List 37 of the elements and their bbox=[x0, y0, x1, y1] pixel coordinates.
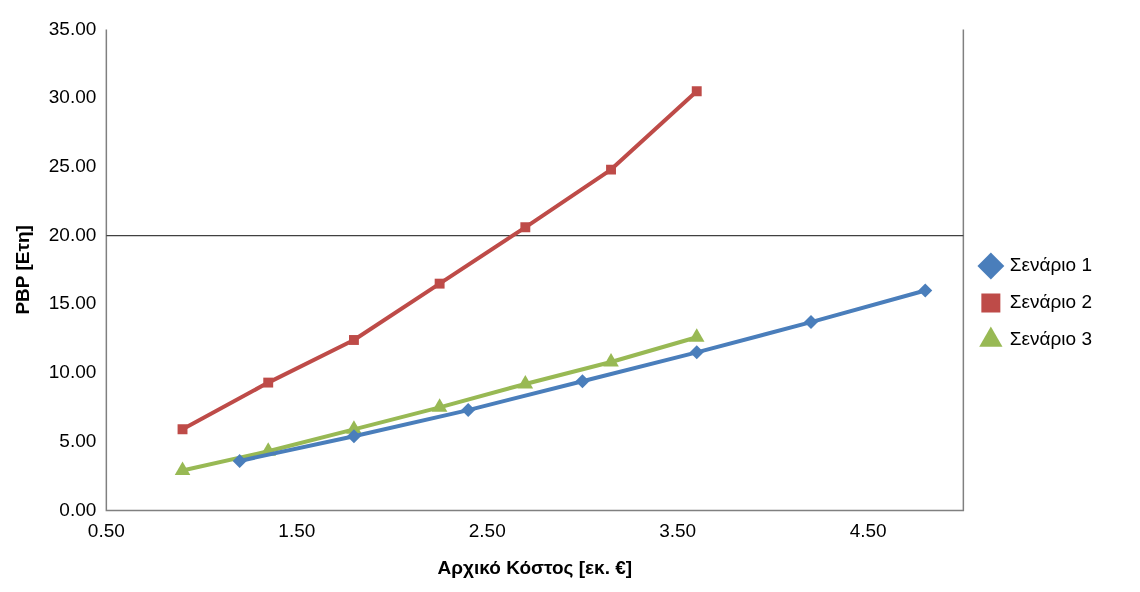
x-tick-label: 1.50 bbox=[278, 520, 316, 542]
point bbox=[461, 403, 476, 418]
x-tick-label: 0.50 bbox=[87, 520, 125, 542]
y-tick-label: 30.00 bbox=[48, 86, 97, 108]
point bbox=[689, 345, 704, 360]
legend-label: Σενάριο 2 bbox=[1009, 291, 1093, 313]
y-tick-label: 10.00 bbox=[48, 361, 97, 383]
point bbox=[517, 374, 534, 389]
point bbox=[263, 377, 274, 388]
y-axis-title: PBP [Ετη] bbox=[11, 225, 33, 315]
legend-label: Σενάριο 3 bbox=[1009, 328, 1093, 350]
point bbox=[520, 222, 531, 233]
point bbox=[603, 352, 619, 367]
y-tick-label: 35.00 bbox=[48, 17, 97, 39]
y-tick-label: 15.00 bbox=[48, 292, 97, 314]
y-tick-label: 5.00 bbox=[59, 429, 97, 451]
x-axis-title: Αρχικό Κόστος [εκ. €] bbox=[437, 556, 633, 578]
point bbox=[575, 374, 590, 389]
point bbox=[348, 335, 359, 345]
x-tick-label: 3.50 bbox=[659, 520, 697, 542]
point bbox=[434, 278, 445, 289]
legend-label: Σενάριο 1 bbox=[1009, 254, 1093, 276]
point bbox=[232, 453, 247, 468]
y-tick-label: 0.00 bbox=[59, 498, 97, 520]
point bbox=[177, 424, 188, 435]
x-tick-label: 2.50 bbox=[468, 520, 506, 542]
point bbox=[691, 86, 702, 97]
point bbox=[688, 328, 705, 342]
point bbox=[346, 429, 361, 444]
point bbox=[804, 315, 818, 330]
y-tick-label: 20.00 bbox=[48, 223, 97, 245]
y-tick-label: 25.00 bbox=[48, 155, 97, 177]
point bbox=[918, 283, 933, 298]
point bbox=[606, 164, 616, 175]
point bbox=[174, 461, 191, 476]
x-tick-label: 4.50 bbox=[849, 520, 887, 542]
point bbox=[431, 398, 448, 412]
